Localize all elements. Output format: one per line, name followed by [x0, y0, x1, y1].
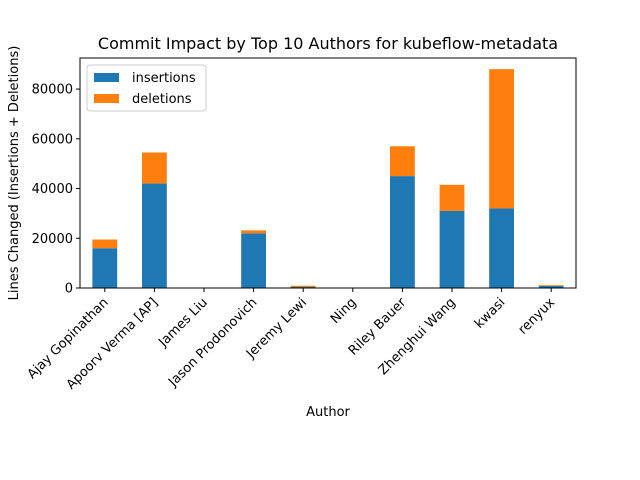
bar-deletions-1 — [142, 152, 167, 184]
bar-insertions-3 — [241, 233, 266, 288]
bar-deletions-9 — [538, 285, 564, 287]
x-tick-label: Apoorv Verma [AP] — [64, 295, 161, 392]
y-tick-label: 40000 — [32, 182, 73, 197]
legend: insertions deletions — [86, 64, 207, 112]
bar-deletions-7 — [439, 184, 465, 211]
x-axis-label: Author — [306, 405, 350, 420]
legend-label-deletions: deletions — [132, 92, 192, 107]
y-tick-label: 20000 — [32, 232, 73, 247]
bar-deletions-0 — [92, 239, 118, 249]
bar-deletions-3 — [241, 230, 266, 234]
x-tick-label: Jason Prodonovich — [165, 295, 260, 390]
bar-insertions-0 — [92, 248, 118, 288]
y-tick-label: 80000 — [32, 83, 73, 98]
y-axis-label: Lines Changed (Insertions + Deletions) — [7, 46, 22, 301]
y-tick-label: 60000 — [32, 132, 73, 147]
plot-frame — [79, 57, 577, 289]
bar-insertions-7 — [439, 210, 465, 288]
legend-swatch-deletions — [94, 94, 119, 103]
x-tick-label: Ning — [328, 295, 360, 327]
bar-deletions-6 — [390, 146, 415, 177]
bar-insertions-9 — [538, 286, 564, 288]
bar-deletions-8 — [489, 69, 514, 209]
legend-swatch-insertions — [94, 73, 119, 82]
y-axis: 0 20000 40000 60000 80000 — [32, 83, 80, 297]
bar-insertions-6 — [390, 176, 415, 288]
legend-label-insertions: insertions — [132, 71, 196, 86]
y-tick-label: 0 — [65, 282, 73, 297]
bar-insertions-1 — [142, 183, 167, 288]
bar-insertions-8 — [489, 208, 514, 288]
chart-title: Commit Impact by Top 10 Authors for kube… — [98, 34, 558, 53]
bars-layer — [92, 69, 564, 288]
x-tick-label: Ajay Gopinathan — [25, 295, 112, 382]
x-tick-label: kwasi — [472, 295, 508, 331]
bar-deletions-4 — [290, 285, 316, 288]
x-tick-label: renyux — [516, 295, 559, 338]
